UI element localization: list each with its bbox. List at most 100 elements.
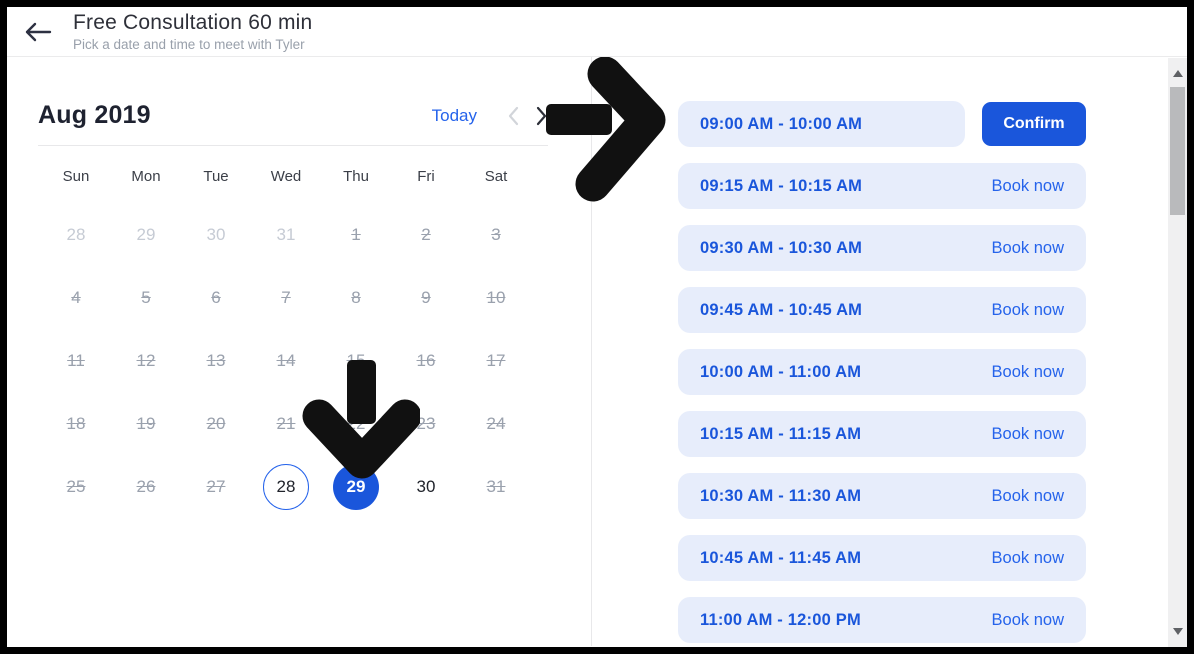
- time-slot-pill[interactable]: 09:30 AM - 10:30 AM Book now: [678, 225, 1086, 271]
- day-of-week-label: Sun: [62, 168, 90, 185]
- calendar-week-row: 25 26 27 28 29 30 31: [41, 455, 533, 518]
- date-cell: 30: [181, 212, 251, 258]
- date-cell: 25: [41, 464, 111, 510]
- day-of-week-label: Tue: [203, 168, 229, 185]
- date-number: 4: [71, 287, 81, 307]
- date-number: 28: [66, 224, 86, 244]
- calendar-week-row: 18 19 20 21 22 23 24: [41, 392, 533, 455]
- calendar-panel: Aug 2019 Today Sun Mon Tue Wed Thu Fri Sat 28 2…: [7, 57, 592, 646]
- date-number: 20: [206, 413, 226, 433]
- date-cell[interactable]: 30: [391, 464, 461, 510]
- date-number: 29: [333, 463, 379, 510]
- month-label: Aug 2019: [38, 101, 151, 129]
- slot-time-label: 09:15 AM - 10:15 AM: [700, 176, 863, 195]
- scroll-down-arrow-icon[interactable]: [1172, 628, 1183, 635]
- date-cell: 9: [391, 275, 461, 321]
- date-number: 7: [281, 287, 291, 307]
- book-now-link[interactable]: Book now: [991, 424, 1064, 443]
- day-of-week-label: Fri: [417, 168, 435, 185]
- book-now-link[interactable]: Book now: [991, 610, 1064, 629]
- time-slot-pill[interactable]: 09:45 AM - 10:45 AM Book now: [678, 287, 1086, 333]
- date-cell: 7: [251, 275, 321, 321]
- time-slot-row: 10:45 AM - 11:45 AM Book now: [678, 535, 1187, 581]
- date-cell: 16: [391, 338, 461, 384]
- book-now-link[interactable]: Book now: [991, 362, 1064, 381]
- time-slots-panel: 09:00 AM - 10:00 AM Confirm 09:15 AM - 10:…: [592, 57, 1187, 646]
- time-slot-pill[interactable]: 09:00 AM - 10:00 AM: [678, 101, 965, 147]
- time-slot-pill[interactable]: 11:00 AM - 12:00 PM Book now: [678, 597, 1086, 643]
- time-slot-row: 10:00 AM - 11:00 AM Book now: [678, 349, 1187, 395]
- date-number: 23: [416, 413, 436, 433]
- vertical-scrollbar[interactable]: [1168, 58, 1187, 647]
- date-cell: 17: [461, 338, 531, 384]
- date-number: 17: [486, 350, 506, 370]
- date-number: 12: [136, 350, 156, 370]
- scrollbar-thumb[interactable]: [1170, 87, 1185, 215]
- date-cell: 19: [111, 401, 181, 447]
- date-number: 24: [486, 413, 506, 433]
- page-subtitle: Pick a date and time to meet with Tyler: [73, 37, 305, 53]
- time-slot-pill[interactable]: 10:45 AM - 11:45 AM Book now: [678, 535, 1086, 581]
- today-button[interactable]: Today: [431, 105, 477, 125]
- calendar-header: Aug 2019 Today: [38, 101, 548, 130]
- book-now-link[interactable]: Book now: [991, 238, 1064, 257]
- calendar-week-row: 28 29 30 31 1 2 3: [41, 203, 533, 266]
- date-cell: 1: [321, 212, 391, 258]
- chevron-right-icon: [536, 106, 547, 125]
- day-of-week-label: Thu: [343, 168, 369, 185]
- date-number: 1: [351, 224, 361, 244]
- slot-time-label: 09:45 AM - 10:45 AM: [700, 300, 863, 319]
- calendar-week-row: 11 12 13 14 15 16 17: [41, 329, 533, 392]
- date-cell: 4: [41, 275, 111, 321]
- slot-time-label: 10:00 AM - 11:00 AM: [700, 362, 862, 381]
- date-cell: 20: [181, 401, 251, 447]
- date-number: 3: [491, 224, 501, 244]
- date-number: 30: [416, 476, 436, 496]
- time-slot-pill[interactable]: 10:15 AM - 11:15 AM Book now: [678, 411, 1086, 457]
- date-cell: 27: [181, 464, 251, 510]
- time-slot-pill[interactable]: 09:15 AM - 10:15 AM Book now: [678, 163, 1086, 209]
- slot-time-label: 10:45 AM - 11:45 AM: [700, 548, 862, 567]
- date-cell: 18: [41, 401, 111, 447]
- slot-time-label: 10:30 AM - 11:30 AM: [700, 486, 862, 505]
- date-number: 16: [416, 350, 436, 370]
- back-button[interactable]: [15, 10, 61, 54]
- date-cell[interactable]: 29: [321, 463, 391, 510]
- date-number: 28: [263, 463, 309, 510]
- day-of-week-label: Sat: [484, 168, 508, 185]
- date-cell: 24: [461, 401, 531, 447]
- confirm-button[interactable]: Confirm: [982, 102, 1086, 146]
- date-cell[interactable]: 28: [251, 463, 321, 510]
- date-cell: 31: [461, 464, 531, 510]
- date-number: 25: [66, 476, 86, 496]
- day-of-week-label: Mon: [131, 168, 161, 185]
- date-number: 15: [346, 350, 366, 370]
- date-number: 5: [141, 287, 151, 307]
- date-cell: 12: [111, 338, 181, 384]
- book-now-link[interactable]: Book now: [991, 300, 1064, 319]
- date-number: 19: [136, 413, 156, 433]
- date-cell: 15: [321, 338, 391, 384]
- next-month-button[interactable]: [536, 106, 548, 126]
- book-now-link[interactable]: Book now: [991, 486, 1064, 505]
- date-number: 18: [66, 413, 86, 433]
- time-slot-pill[interactable]: 10:30 AM - 11:30 AM Book now: [678, 473, 1086, 519]
- date-number: 8: [351, 287, 361, 307]
- book-now-link[interactable]: Book now: [991, 176, 1064, 195]
- time-slot-row: 09:00 AM - 10:00 AM Confirm: [678, 101, 1187, 147]
- date-cell: 2: [391, 212, 461, 258]
- slot-time-label: 09:30 AM - 10:30 AM: [700, 238, 863, 257]
- scroll-up-arrow-icon[interactable]: [1172, 70, 1183, 77]
- calendar-week-row: 4 5 6 7 8 9 10: [41, 266, 533, 329]
- date-cell: 6: [181, 275, 251, 321]
- header-text: Free Consultation 60 min Pick a date and…: [73, 11, 312, 52]
- date-number: 11: [67, 350, 85, 370]
- date-cell: 10: [461, 275, 531, 321]
- arrow-left-icon: [25, 22, 52, 41]
- date-cell: 14: [251, 338, 321, 384]
- date-number: 27: [206, 476, 226, 496]
- date-number: 22: [346, 413, 366, 433]
- book-now-link[interactable]: Book now: [991, 548, 1064, 567]
- time-slot-pill[interactable]: 10:00 AM - 11:00 AM Book now: [678, 349, 1086, 395]
